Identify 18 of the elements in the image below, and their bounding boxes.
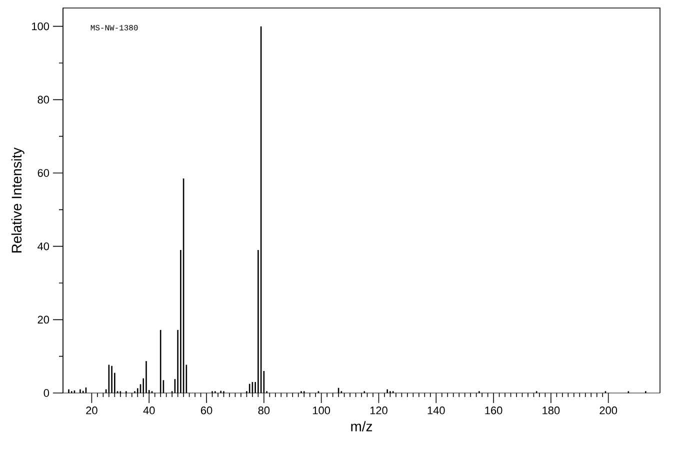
x-tick-label: 140 <box>428 406 445 414</box>
x-tick-label: 200 <box>600 406 618 414</box>
x-tick-label: 60 <box>200 406 212 414</box>
x-tick-label: 80 <box>258 406 270 414</box>
y-tick-label: 80 <box>38 96 50 104</box>
x-tick-label: 100 <box>313 406 330 414</box>
y-axis-title: Relative Intensity <box>11 147 24 252</box>
x-tick-label: 120 <box>370 406 388 414</box>
x-tick-label: 180 <box>542 406 560 414</box>
x-tick-label: 40 <box>143 406 155 414</box>
y-tick-label: 0 <box>44 389 50 397</box>
y-tick-label: 60 <box>38 169 50 177</box>
x-tick-label: 160 <box>485 406 502 414</box>
x-axis-title: m/z <box>351 421 372 432</box>
y-tick-label: 40 <box>38 242 50 250</box>
x-tick-label: 20 <box>86 406 98 414</box>
y-tick-label: 20 <box>38 316 50 324</box>
y-tick-label: 100 <box>32 22 50 30</box>
